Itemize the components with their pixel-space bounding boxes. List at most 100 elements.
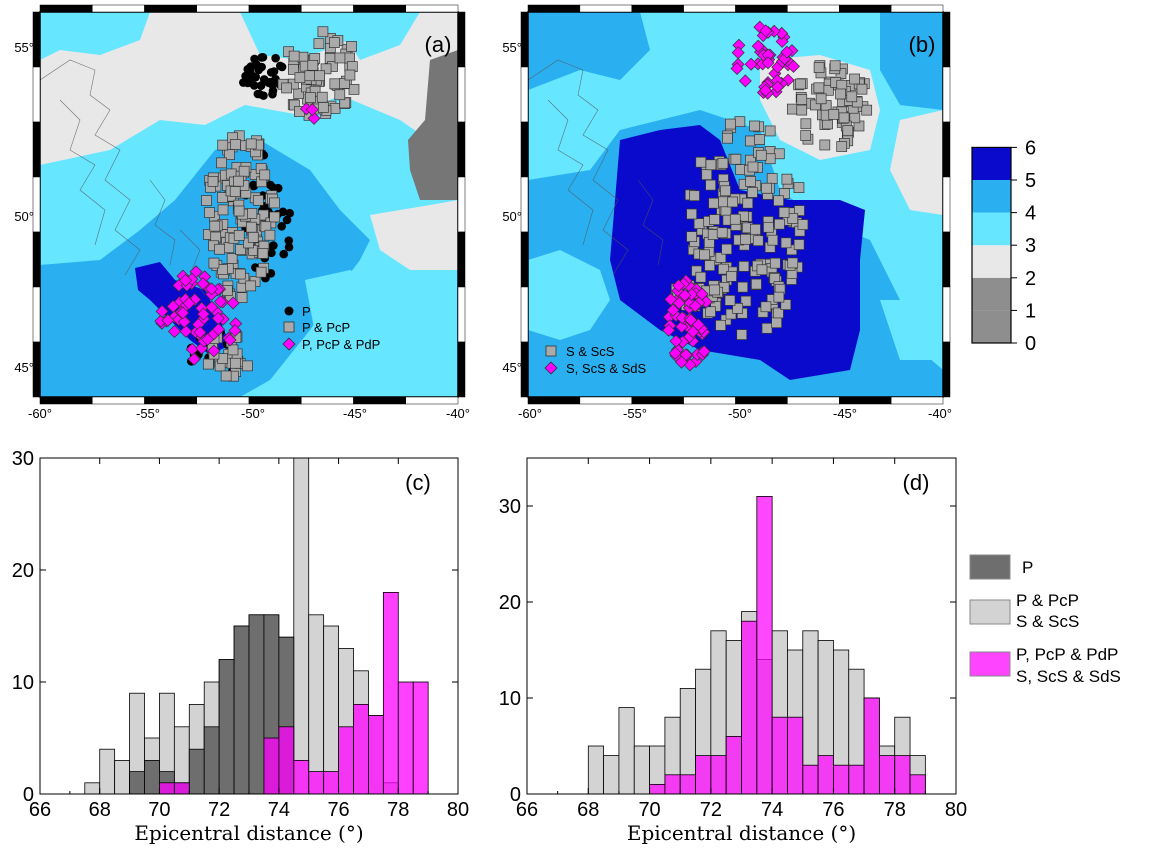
station-marker <box>672 279 686 293</box>
x-axis-label: Epicentral distance (°) <box>134 821 363 845</box>
legend-swatch-p-pcp <box>969 599 1011 625</box>
station-marker <box>761 56 775 70</box>
station-marker <box>718 196 729 208</box>
y-tick-label: 30 <box>499 496 521 518</box>
histogram-bar <box>679 774 696 795</box>
station-marker <box>229 357 241 369</box>
map-b-raster <box>528 12 943 397</box>
legend-label: S, ScS & SdS <box>566 361 647 376</box>
lat-tick-label: 50° <box>502 209 522 224</box>
station-marker <box>678 288 692 302</box>
frame-segment <box>39 396 93 405</box>
lon-tick-label: -45° <box>343 406 367 421</box>
station-marker <box>245 280 257 292</box>
station-marker <box>695 287 709 301</box>
map-a: (a) -60° -55° -50° -45° -40° 45° 50° 55°… <box>14 4 470 421</box>
lat-tick-label: 45° <box>14 360 34 375</box>
station-marker <box>718 263 729 275</box>
station-marker <box>754 134 765 145</box>
station-marker <box>725 118 736 130</box>
station-marker <box>288 64 299 75</box>
station-marker <box>771 80 785 94</box>
station-marker <box>752 235 764 247</box>
station-marker <box>810 99 821 111</box>
frame-segment <box>32 121 41 178</box>
station-marker <box>196 307 210 321</box>
station-marker <box>861 104 873 116</box>
colorbar-tick-label: 2 <box>1025 268 1036 290</box>
station-marker <box>727 196 738 208</box>
station-marker <box>705 179 716 191</box>
histogram-bar <box>278 726 295 795</box>
legend-label: P <box>302 304 311 319</box>
frame-segment <box>520 286 529 343</box>
colorbar-segment <box>972 245 1011 278</box>
histogram-bar <box>756 495 773 795</box>
station-marker <box>738 74 752 88</box>
frame-segment <box>144 396 197 405</box>
histogram-bar <box>129 771 145 795</box>
histogram-bar <box>878 755 896 795</box>
station-marker <box>747 161 759 173</box>
colorbar-segment <box>972 277 1011 311</box>
station-marker <box>751 39 765 53</box>
histogram-bar <box>741 620 758 795</box>
station-marker <box>780 237 792 249</box>
station-marker <box>734 116 746 128</box>
frame-segment <box>942 286 951 343</box>
histogram-bar <box>664 774 681 795</box>
legend-label: P & PcP <box>1016 591 1079 610</box>
station-marker <box>756 264 768 276</box>
colorbar-segment <box>972 180 1011 213</box>
frame-segment <box>579 396 632 405</box>
station-marker <box>235 244 247 255</box>
station-marker <box>284 242 294 252</box>
station-marker <box>720 185 731 197</box>
station-marker <box>255 266 267 278</box>
station-marker <box>769 257 781 269</box>
station-marker <box>224 149 235 160</box>
station-marker <box>686 208 698 220</box>
station-marker <box>716 227 728 239</box>
y-tick-label: 30 <box>12 448 34 470</box>
station-marker <box>257 62 266 72</box>
frame-segment <box>520 176 529 233</box>
station-marker <box>246 208 258 219</box>
histogram-bar <box>863 697 880 795</box>
lon-tick-label: -50° <box>728 406 752 421</box>
station-marker <box>271 53 280 63</box>
station-marker <box>213 295 227 309</box>
station-marker <box>233 229 245 241</box>
legend-label: S & ScS <box>566 344 615 359</box>
histogram-bar <box>308 614 325 795</box>
colorbar-tick-label: 6 <box>1025 137 1036 159</box>
frame-segment <box>32 11 41 68</box>
station-marker <box>251 72 261 82</box>
frame-segment <box>353 396 406 405</box>
colorbar-tick-label: 1 <box>1025 300 1036 322</box>
frame-segment <box>631 4 684 13</box>
frame-segment <box>527 396 581 405</box>
station-marker <box>166 299 180 313</box>
station-marker <box>767 234 779 246</box>
station-marker <box>722 132 733 144</box>
histogram-bar <box>203 726 220 795</box>
frame-segment <box>520 121 529 178</box>
station-marker <box>223 333 237 347</box>
station-marker <box>708 197 720 209</box>
station-marker <box>730 153 742 165</box>
legend-marker-square <box>283 321 295 333</box>
colorbar-segment <box>972 310 1011 343</box>
station-marker <box>729 213 741 225</box>
station-marker <box>766 173 778 184</box>
histogram-bar <box>848 764 865 795</box>
legend-swatch-p <box>969 554 1011 580</box>
lon-tick-label: -45° <box>833 406 857 421</box>
lon-tick-label: -40° <box>928 406 952 421</box>
map-b-legend: S & ScS S, ScS & SdS <box>544 344 647 376</box>
station-marker <box>178 273 192 287</box>
station-marker <box>277 222 287 231</box>
frame-segment <box>735 396 788 405</box>
station-marker <box>705 159 717 171</box>
frame-segment <box>735 4 788 13</box>
